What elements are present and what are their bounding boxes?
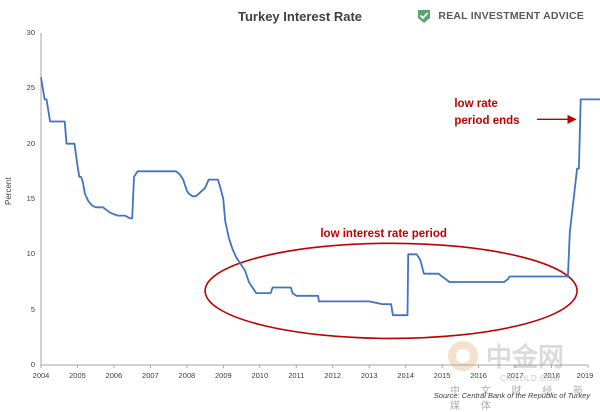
y-tick-label: 15 <box>26 194 35 203</box>
annotation-period-ends: low rate period ends <box>454 96 519 130</box>
x-tick-label: 2006 <box>105 371 123 380</box>
watermark-text: 中金网 <box>486 342 565 372</box>
x-tick-label: 2012 <box>324 371 342 380</box>
x-tick-label: 2015 <box>433 371 451 380</box>
x-tick-label: 2008 <box>178 371 196 380</box>
y-tick-label: 5 <box>30 304 35 314</box>
y-tick-label: 10 <box>26 249 35 259</box>
annotation-low-rate-period: low interest rate period <box>320 228 447 241</box>
x-tick-label: 2014 <box>397 371 414 380</box>
highlight-ellipse <box>204 242 578 340</box>
x-tick-label: 2016 <box>470 371 487 380</box>
x-tick-label: 2017 <box>506 371 524 380</box>
x-tick-label: 2005 <box>69 371 86 380</box>
x-tick-label: 2004 <box>32 371 50 380</box>
x-tick-label: 2011 <box>288 371 305 380</box>
watermark-url: CNGOLD.COM <box>500 374 561 383</box>
brand-name: REAL INVESTMENT ADVICE <box>438 10 584 22</box>
watermark: 中金网 <box>446 337 564 374</box>
y-tick-label: 25 <box>26 83 35 93</box>
brand-logo: REAL INVESTMENT ADVICE <box>416 8 584 24</box>
x-tick-label: 2018 <box>543 371 560 380</box>
x-tick-label: 2009 <box>214 371 232 380</box>
y-tick-label: 30 <box>26 28 35 37</box>
x-tick-label: 2019 <box>576 371 594 380</box>
x-tick-label: 2010 <box>251 371 269 380</box>
y-tick-label: 0 <box>30 360 35 369</box>
checkmark-shield-icon <box>418 10 431 23</box>
source-note: Source: Central Bank of the Republic of … <box>433 391 590 400</box>
annotation-line-1: low rate <box>454 98 498 111</box>
x-tick-label: 2013 <box>360 371 378 380</box>
annotation-line-2: period ends <box>454 115 520 128</box>
chart-title: Turkey Interest Rate <box>237 9 363 24</box>
series-line <box>40 77 600 317</box>
watermark-logo-icon <box>448 340 478 371</box>
y-tick-label: 20 <box>26 138 35 148</box>
x-tick-label: 2007 <box>142 371 159 380</box>
